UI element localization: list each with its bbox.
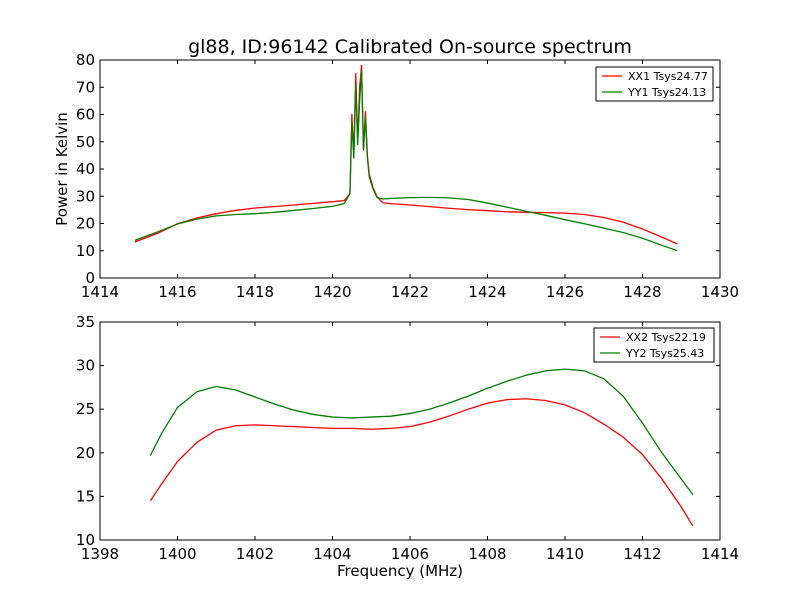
- y-tick-label: 10: [76, 242, 95, 260]
- bottom-panel: 1398 1400 1402 1404 1406 1408 1410 1412 1414 10 15…: [76, 313, 739, 580]
- legend: XX1 Tsys24.77 YY1 Tsys24.13: [595, 66, 714, 102]
- x-tick-label: 1400: [158, 545, 196, 563]
- x-tick-label: 1404: [313, 545, 351, 563]
- x-tick-label: 1398: [81, 545, 119, 563]
- y-tick-label: 15: [76, 487, 95, 505]
- top-panel: 1414 1416 1418 1420 1422 1424 1426 1428 1430 0 10 2…: [53, 51, 739, 301]
- x-tick-label: 1406: [391, 545, 429, 563]
- x-tick-label: 1412: [623, 545, 661, 563]
- x-tick-label: 1402: [236, 545, 274, 563]
- legend-label: XX2 Tsys22.19: [626, 331, 706, 344]
- y-tick-label: 70: [76, 78, 95, 96]
- y-axis-label: Power in Kelvin: [53, 112, 71, 226]
- legend-box: [595, 66, 714, 102]
- x-tick-label: 1420: [313, 283, 351, 301]
- y-tick-label: 60: [76, 106, 95, 124]
- x-tick-label: 1416: [158, 283, 196, 301]
- y-tick-label: 20: [76, 444, 95, 462]
- y-tick-label: 40: [76, 160, 95, 178]
- x-tick-label: 1418: [236, 283, 274, 301]
- x-tick-label: 1430: [701, 283, 739, 301]
- y-tick-label: 25: [76, 400, 95, 418]
- y-tick-label: 10: [76, 531, 95, 549]
- legend-label: YY2 Tsys25.43: [625, 347, 704, 360]
- y-tick-label: 20: [76, 215, 95, 233]
- legend: XX2 Tsys22.19 YY2 Tsys25.43: [593, 327, 715, 363]
- legend-label: YY1 Tsys24.13: [627, 86, 706, 99]
- x-tick-label: 1410: [546, 545, 584, 563]
- x-axis-label: Frequency (MHz): [337, 562, 463, 580]
- y-tick-label: 0: [85, 269, 95, 287]
- series-line-1-2: [134, 70, 678, 252]
- x-tick-label: 1424: [468, 283, 506, 301]
- series-line-2-2: [149, 368, 694, 496]
- y-tick-label: 30: [76, 357, 95, 375]
- x-tick-label: 1428: [623, 283, 661, 301]
- y-tick-label: 30: [76, 187, 95, 205]
- y-tick-label: 50: [76, 133, 95, 151]
- x-tick-label: 1426: [546, 283, 584, 301]
- x-tick-label: 1422: [391, 283, 429, 301]
- x-tick-label: 1414: [81, 283, 119, 301]
- y-tick-label: 35: [76, 313, 95, 331]
- x-tick-label: 1414: [701, 545, 739, 563]
- legend-box: [593, 327, 715, 363]
- y-tick-label: 80: [76, 51, 95, 69]
- legend-label: XX1 Tsys24.77: [628, 70, 708, 83]
- chart-title: gl88, ID:96142 Calibrated On-source spec…: [188, 36, 632, 58]
- series-line-2-1: [149, 398, 694, 527]
- x-tick-label: 1408: [468, 545, 506, 563]
